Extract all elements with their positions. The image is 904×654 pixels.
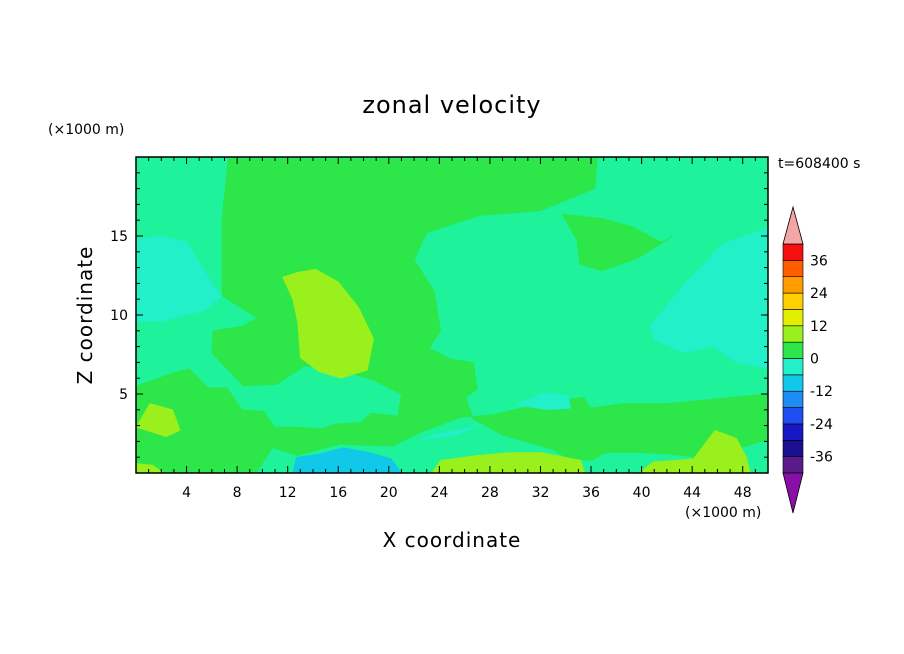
colorbar-tick-label: 0	[810, 352, 819, 368]
colorbar-tick-label: 12	[810, 319, 828, 335]
colorbar-swatch	[782, 407, 804, 425]
colorbar-legend: 36 24 12 0 -12 -24 -36	[782, 205, 833, 514]
y-tick-label: 10	[110, 308, 128, 324]
colorbar-swatch	[782, 390, 804, 408]
colorbar-swatch	[782, 309, 804, 327]
contour-region-1	[561, 213, 674, 272]
x-tick-label: 32	[532, 485, 550, 501]
x-tick-label: 4	[182, 485, 191, 501]
contour-region-11	[431, 452, 586, 474]
x-tick-label: 24	[430, 485, 448, 501]
x-tick-label: 12	[279, 485, 297, 501]
y-axis-ticks: 5 10 15	[110, 172, 768, 458]
contour-region-9	[282, 268, 374, 379]
x-axis-ticks: 4 8 12 16 20 24 28 32 36 40 44 48	[148, 157, 756, 501]
colorbar-under-arrow	[782, 472, 804, 514]
contour-region-12	[638, 429, 751, 474]
x-tick-label: 36	[582, 485, 600, 501]
contour-region-2	[135, 235, 223, 322]
colorbar-swatch	[782, 439, 804, 457]
colorbar-tick-label: 24	[810, 286, 828, 302]
contour-regions	[135, 158, 768, 474]
y-tick-label: 5	[119, 387, 128, 403]
x-tick-label: 44	[683, 485, 701, 501]
contour-region-5	[420, 423, 482, 441]
contour-region-10	[135, 403, 181, 438]
time-label: t=608400 s	[778, 156, 860, 172]
colorbar-tick-label: -24	[810, 417, 833, 433]
chart-title: zonal velocity	[362, 91, 541, 119]
colorbar-swatch	[782, 276, 804, 294]
colorbar-swatch	[782, 423, 804, 441]
colorbar-tick-label: -36	[810, 450, 833, 466]
x-tick-label: 28	[481, 485, 499, 501]
colorbar-swatch	[782, 292, 804, 310]
contour-region-3	[650, 227, 768, 370]
contour-region-7	[292, 447, 402, 474]
x-unit-label: (×1000 m)	[685, 505, 761, 521]
y-unit-label: (×1000 m)	[48, 122, 124, 138]
colorbar-swatch	[782, 374, 804, 392]
colorbar-swatch	[782, 341, 804, 359]
x-tick-label: 40	[633, 485, 651, 501]
colorbar-swatch	[782, 358, 804, 376]
contour-region-4	[514, 392, 572, 411]
contour-region-0	[135, 158, 768, 474]
colorbar-tick-label: -12	[810, 384, 833, 400]
colorbar-tick-label: 36	[810, 253, 828, 269]
colorbar-swatch	[782, 243, 804, 261]
x-axis-title: X coordinate	[383, 528, 522, 552]
x-tick-label: 16	[329, 485, 347, 501]
y-axis-title: Z coordinate	[73, 246, 97, 385]
x-tick-label: 20	[380, 485, 398, 501]
colorbar-swatch	[782, 260, 804, 278]
colorbar-over-arrow	[782, 205, 804, 245]
y-tick-label: 15	[110, 229, 128, 245]
x-tick-label: 48	[734, 485, 752, 501]
colorbar-swatch	[782, 325, 804, 343]
x-tick-label: 8	[233, 485, 242, 501]
colorbar-swatch	[782, 456, 804, 474]
